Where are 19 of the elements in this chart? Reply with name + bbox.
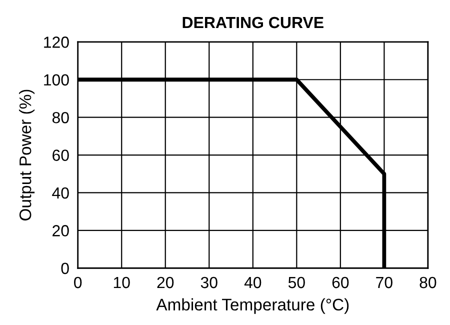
y-tick-label: 80 <box>52 112 69 124</box>
x-tick-label: 80 <box>420 276 436 288</box>
y-tick-label: 120 <box>44 36 69 48</box>
y-tick-label: 40 <box>52 187 69 199</box>
y-tick-label: 60 <box>52 150 69 161</box>
y-axis-title: Output Power (%) <box>19 90 35 220</box>
x-tick-label: 50 <box>288 276 305 288</box>
x-tick-label: 70 <box>376 276 392 288</box>
x-tick-label: 60 <box>332 276 349 288</box>
x-tick-label: 30 <box>200 276 218 288</box>
x-axis-title: Ambient Temperature (°C) <box>156 298 349 314</box>
y-tick-label: 100 <box>44 74 69 86</box>
x-tick-label: 40 <box>244 276 262 288</box>
chart-title: DERATING CURVE <box>182 16 324 28</box>
x-tick-label: 10 <box>114 276 130 288</box>
x-tick-label: 0 <box>74 276 82 288</box>
y-tick-label: 0 <box>61 262 69 274</box>
y-tick-label: 20 <box>52 225 69 236</box>
x-tick-label: 20 <box>157 276 174 288</box>
